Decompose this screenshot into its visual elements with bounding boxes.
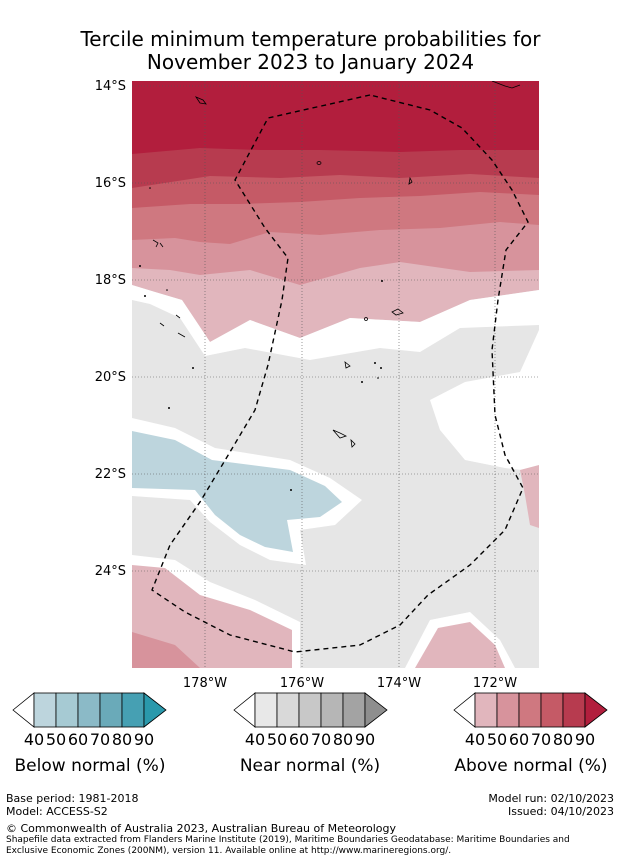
islands <box>152 81 521 448</box>
neutral-gap-east <box>430 330 539 472</box>
model-name: Model: ACCESS-S2 <box>6 805 108 818</box>
above-90-region <box>132 81 539 154</box>
below-40-region <box>132 431 342 552</box>
tick: 50 <box>266 730 288 749</box>
above-south-east <box>415 622 505 668</box>
island <box>152 239 164 248</box>
shapefile-credit-2: Exclusive Economic Zones (200NM), versio… <box>6 846 452 856</box>
tick: 90 <box>133 730 155 749</box>
island <box>194 96 207 105</box>
island <box>364 317 368 321</box>
below-normal-colorbar <box>12 692 167 728</box>
above-south-40 <box>132 565 292 668</box>
island <box>491 81 521 89</box>
lat-label-24s: 24°S <box>94 564 126 579</box>
lat-label-14s: 14°S <box>94 79 126 94</box>
tick: 40 <box>23 730 45 749</box>
eez-boundary <box>151 94 529 653</box>
lon-label-176w: 176°W <box>279 676 325 691</box>
lat-label-16s: 16°S <box>94 176 126 191</box>
above-normal-title: Above normal (%) <box>454 756 608 776</box>
island <box>391 308 404 316</box>
islets <box>139 187 383 491</box>
island <box>159 314 186 338</box>
tick: 80 <box>332 730 354 749</box>
shapefile-credit-1: Shapefile data extracted from Flanders M… <box>6 835 570 845</box>
above-east-edge <box>520 465 539 528</box>
tick: 70 <box>89 730 111 749</box>
tick: 90 <box>574 730 596 749</box>
above-normal-colorbar <box>453 692 608 728</box>
tick: 80 <box>552 730 574 749</box>
tick: 40 <box>244 730 266 749</box>
lat-label-20s: 20°S <box>94 370 126 385</box>
tick: 80 <box>111 730 133 749</box>
neutral-gap-north <box>132 285 539 360</box>
tick: 50 <box>486 730 508 749</box>
lon-label-174w: 174°W <box>376 676 422 691</box>
near-normal-title: Near normal (%) <box>239 756 381 776</box>
tick: 60 <box>288 730 310 749</box>
probability-map <box>132 81 539 668</box>
near-normal-colorbar <box>233 692 388 728</box>
tick: 50 <box>45 730 67 749</box>
above-south-50 <box>132 632 200 668</box>
island <box>332 429 348 439</box>
lat-label-18s: 18°S <box>94 273 126 288</box>
copyright: © Commonwealth of Australia 2023, Austra… <box>6 822 396 835</box>
tick: 60 <box>67 730 89 749</box>
issued-date: Issued: 04/10/2023 <box>507 805 614 818</box>
lon-label-172w: 172°W <box>472 676 518 691</box>
tick: 70 <box>310 730 332 749</box>
model-run-date: Model run: 02/10/2023 <box>488 792 614 805</box>
gridlines <box>132 81 539 668</box>
title-line-1: Tercile minimum temperature probabilitie… <box>80 27 541 51</box>
tick: 90 <box>354 730 376 749</box>
lat-label-22s: 22°S <box>94 467 126 482</box>
island <box>350 438 356 448</box>
below-normal-title: Below normal (%) <box>14 756 166 776</box>
island <box>344 361 351 369</box>
island <box>316 161 322 165</box>
tick: 60 <box>508 730 530 749</box>
tick: 40 <box>464 730 486 749</box>
lon-label-178w: 178°W <box>182 676 228 691</box>
title-line-2: November 2023 to January 2024 <box>146 50 475 74</box>
island <box>408 176 413 185</box>
base-period: Base period: 1981-2018 <box>6 792 139 805</box>
tick: 70 <box>530 730 552 749</box>
